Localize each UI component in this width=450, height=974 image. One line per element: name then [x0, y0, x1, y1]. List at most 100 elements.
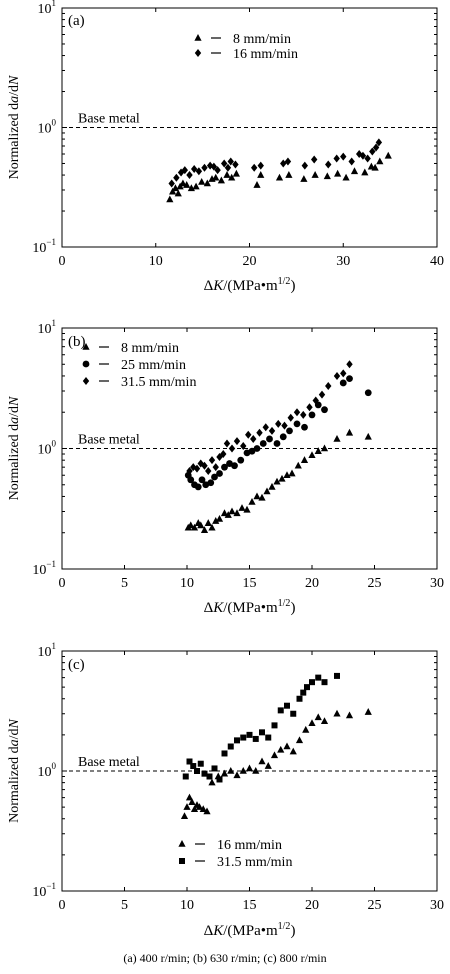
data-point — [287, 413, 294, 422]
data-point — [263, 487, 271, 495]
data-point — [294, 461, 302, 469]
data-point — [206, 773, 213, 780]
x-tick-label: 0 — [59, 576, 66, 591]
data-point — [323, 172, 331, 180]
data-point — [207, 479, 215, 487]
data-point — [231, 462, 238, 470]
data-point — [315, 674, 322, 681]
data-point — [212, 517, 220, 524]
data-point — [187, 521, 195, 529]
x-axis-exponent: 1/2 — [278, 276, 291, 287]
data-point — [185, 793, 194, 801]
data-point — [308, 411, 316, 419]
x-tick-label: 20 — [243, 254, 257, 269]
data-point — [348, 157, 355, 166]
data-point — [288, 469, 296, 477]
data-point — [339, 379, 347, 387]
data-point — [283, 471, 291, 479]
data-point — [197, 760, 204, 767]
data-point — [186, 467, 193, 476]
data-point — [293, 420, 301, 428]
data-point — [223, 439, 231, 448]
legend-label: 16 mm/min — [217, 838, 282, 853]
base-metal-label: Base metal — [78, 433, 140, 448]
data-point — [250, 163, 258, 172]
y-tick-base: 10 — [38, 122, 52, 137]
data-point — [252, 735, 259, 742]
x-axis-exponent: 1/2 — [278, 598, 291, 609]
y-axis-a: a — [7, 417, 22, 424]
data-point — [321, 679, 328, 686]
data-point — [195, 803, 204, 810]
legend-label: 25 mm/min — [121, 358, 186, 373]
data-point — [187, 476, 195, 484]
data-point — [259, 729, 265, 736]
data-point — [227, 767, 235, 774]
data-point — [300, 175, 308, 182]
data-point — [270, 751, 279, 759]
data-point — [285, 171, 293, 178]
data-point — [283, 742, 291, 750]
x-tick-label: 10 — [180, 576, 194, 591]
y-tick-exponent: 0 — [52, 761, 57, 771]
x-axis-units: /(MPa•m — [223, 923, 278, 939]
y-tick-label: 100 — [38, 761, 57, 780]
data-point — [284, 702, 290, 709]
data-point — [345, 711, 354, 719]
y-tick-exponent: 1 — [52, 318, 57, 328]
y-axis-title: Normalized da/dN — [7, 75, 22, 179]
y-axis-a: a — [7, 739, 22, 746]
data-point — [212, 173, 220, 181]
data-point — [182, 773, 189, 780]
legend-entry: 8 mm/min — [82, 341, 179, 356]
data-point — [346, 375, 353, 383]
x-tick-label: 30 — [336, 254, 350, 269]
data-point — [216, 453, 223, 462]
data-point — [295, 736, 304, 744]
legend-marker — [82, 343, 90, 350]
data-point — [193, 464, 201, 473]
data-point — [333, 709, 341, 717]
x-tick-label: 10 — [180, 898, 194, 913]
x-tick-label: 30 — [430, 576, 444, 591]
data-point — [190, 164, 198, 173]
y-axis-text: Normalized d — [7, 746, 22, 823]
data-point — [195, 167, 203, 176]
data-series — [166, 151, 392, 203]
legend-label: 8 mm/min — [233, 32, 291, 47]
data-point — [277, 707, 284, 714]
data-point — [304, 684, 310, 691]
x-axis-delta: Δ — [204, 278, 214, 294]
data-point — [293, 408, 301, 417]
data-point — [277, 745, 285, 753]
data-point — [258, 757, 266, 765]
data-point — [318, 390, 326, 399]
legend-marker — [194, 34, 202, 41]
data-point — [369, 147, 376, 156]
data-point — [228, 444, 236, 453]
data-point — [220, 159, 228, 168]
figure-caption: (a) 400 r/min; (b) 630 r/min; (c) 800 r/… — [123, 951, 326, 965]
data-point — [376, 157, 384, 165]
data-point — [198, 177, 206, 185]
data-point — [308, 719, 316, 727]
data-point — [253, 445, 261, 452]
data-point — [275, 419, 282, 428]
data-point — [214, 166, 221, 175]
x-axis-delta: Δ — [204, 923, 214, 939]
panel-label: (c) — [68, 657, 85, 673]
y-tick-label: 10−1 — [32, 881, 56, 900]
legend-entry: 31.5 mm/min — [82, 375, 196, 390]
data-point — [273, 477, 281, 485]
y-axis-text: Normalized d — [7, 424, 22, 501]
data-point — [364, 389, 372, 397]
x-tick-label: 40 — [430, 254, 444, 269]
y-axis-N: N — [7, 396, 22, 407]
data-point — [265, 734, 272, 741]
data-point — [228, 507, 236, 515]
y-tick-base: 10 — [38, 443, 52, 458]
data-point — [250, 434, 257, 443]
data-point — [217, 176, 225, 184]
data-point — [314, 713, 322, 721]
